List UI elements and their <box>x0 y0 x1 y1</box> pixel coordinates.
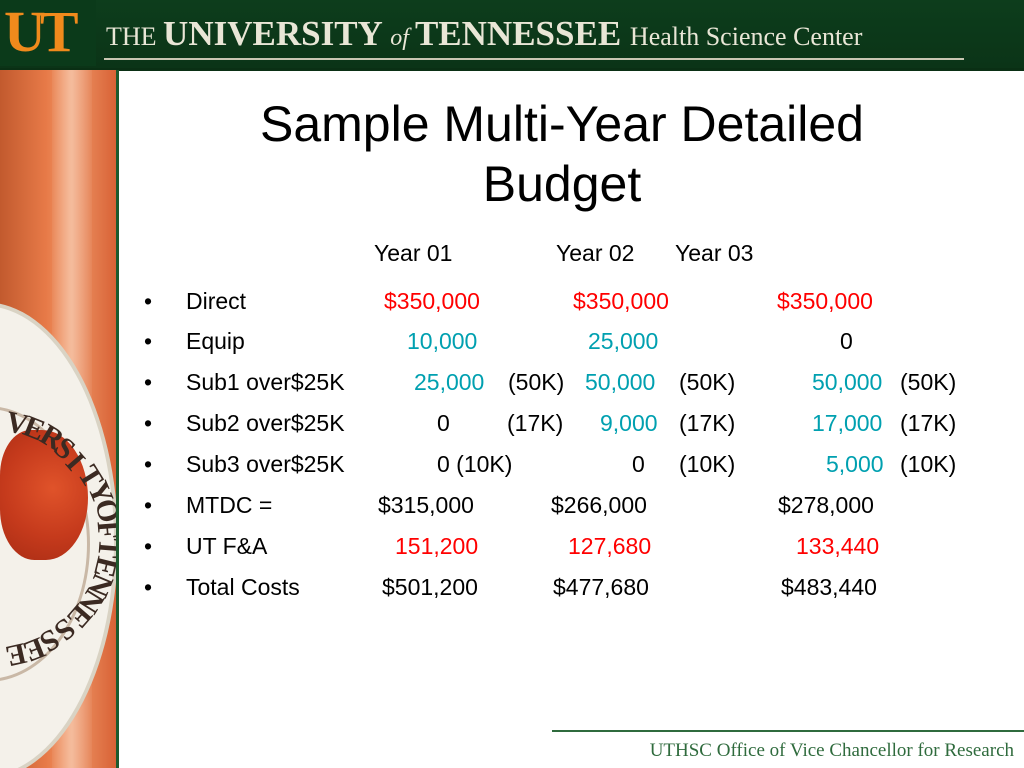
year1-value: $315,000 <box>378 492 474 518</box>
bullet: • <box>144 574 153 600</box>
year1-value: 0 <box>437 410 450 436</box>
header-title-hsc: Health Science Center <box>629 22 863 51</box>
header-title-of: of <box>390 25 415 51</box>
row-label: Sub2 over$25K <box>186 410 345 436</box>
bullet: • <box>144 288 153 314</box>
year3-value: 0 <box>840 328 853 354</box>
ut-logo-text: UT <box>4 0 79 64</box>
bullet: • <box>144 451 153 477</box>
year3-value: $483,440 <box>781 574 877 600</box>
year2-value: 50,000 <box>585 369 656 395</box>
year2-sub-amount: (50K) <box>679 369 736 395</box>
year3-value: 5,000 <box>826 451 884 477</box>
year1-value: 0 (10K) <box>437 451 513 477</box>
bullet: • <box>144 533 153 559</box>
footer-rule <box>552 730 1024 732</box>
budget-row-direct: • Direct $350,000 $350,000 $350,000 <box>0 286 1024 316</box>
year3-value: $350,000 <box>777 288 873 314</box>
year2-value: 127,680 <box>568 533 652 559</box>
year3-value: 17,000 <box>812 410 883 436</box>
slide-title: Sample Multi-Year Detailed Budget <box>130 94 994 214</box>
budget-row-total-costs: • Total Costs $501,200 $477,680 $483,440 <box>0 572 1024 602</box>
header-title-the: THE <box>106 22 164 51</box>
seal-torch-emblem <box>0 430 88 560</box>
header-title-tennessee: TENNESSEE <box>414 14 630 53</box>
year3-sub-amount: (50K) <box>900 369 957 395</box>
row-label: Total Costs <box>186 574 300 600</box>
budget-row-sub1: • Sub1 over$25K 25,000 (50K) 50,000 (50K… <box>0 367 1024 397</box>
budget-row-sub2: • Sub2 over$25K 0 (17K) 9,000 (17K) 17,0… <box>0 408 1024 438</box>
year1-value: 151,200 <box>395 533 479 559</box>
year2-sub-amount: (10K) <box>679 451 736 477</box>
year1-sub-amount: (50K) <box>508 369 565 395</box>
year2-value: $266,000 <box>551 492 647 518</box>
bullet: • <box>144 410 153 436</box>
year-header-3: Year 03 <box>675 240 754 266</box>
header-title-university: UNIVERSITY <box>163 14 391 53</box>
year-header-2: Year 02 <box>556 240 635 266</box>
row-label: Sub3 over$25K <box>186 451 345 477</box>
year2-value: $477,680 <box>553 574 649 600</box>
year2-value: 25,000 <box>588 328 659 354</box>
ut-logo: UT <box>0 0 96 66</box>
row-label: MTDC = <box>186 492 273 518</box>
year2-value: $350,000 <box>573 288 669 314</box>
year1-value: $350,000 <box>384 288 480 314</box>
year3-value: $278,000 <box>778 492 874 518</box>
year3-sub-amount: (17K) <box>900 410 957 436</box>
left-border-line <box>116 70 119 768</box>
year2-value: 9,000 <box>600 410 658 436</box>
header-rule <box>104 58 964 60</box>
bullet: • <box>144 369 153 395</box>
year-header-1: Year 01 <box>374 240 453 266</box>
row-label: UT F&A <box>186 533 268 559</box>
header-title: THE UNIVERSITY of TENNESSEE Health Scien… <box>106 14 862 61</box>
year2-value: 0 <box>632 451 645 477</box>
year1-value: 10,000 <box>407 328 478 354</box>
row-label: Sub1 over$25K <box>186 369 345 395</box>
bullet: • <box>144 328 153 354</box>
year3-value: 50,000 <box>812 369 883 395</box>
slide-title-line2: Budget <box>482 156 642 212</box>
header-banner: UT THE UNIVERSITY of TENNESSEE Health Sc… <box>0 0 1024 71</box>
slide-title-line1: Sample Multi-Year Detailed <box>259 96 864 152</box>
footer-text: UTHSC Office of Vice Chancellor for Rese… <box>649 740 1014 761</box>
year1-value: $501,200 <box>382 574 478 600</box>
budget-row-sub3: • Sub3 over$25K 0 (10K) 0 (10K) 5,000 (1… <box>0 449 1024 479</box>
year2-sub-amount: (17K) <box>679 410 736 436</box>
budget-row-equip: • Equip 10,000 25,000 0 <box>0 326 1024 356</box>
year3-sub-amount: (10K) <box>900 451 957 477</box>
bullet: • <box>144 492 153 518</box>
row-label: Direct <box>186 288 247 314</box>
year3-value: 133,440 <box>796 533 880 559</box>
year1-sub-amount: (17K) <box>507 410 564 436</box>
budget-row-mtdc: • MTDC = $315,000 $266,000 $278,000 <box>0 490 1024 520</box>
budget-row-ut-fa: • UT F&A 151,200 127,680 133,440 <box>0 531 1024 561</box>
row-label: Equip <box>186 328 245 354</box>
year1-value: 25,000 <box>414 369 485 395</box>
